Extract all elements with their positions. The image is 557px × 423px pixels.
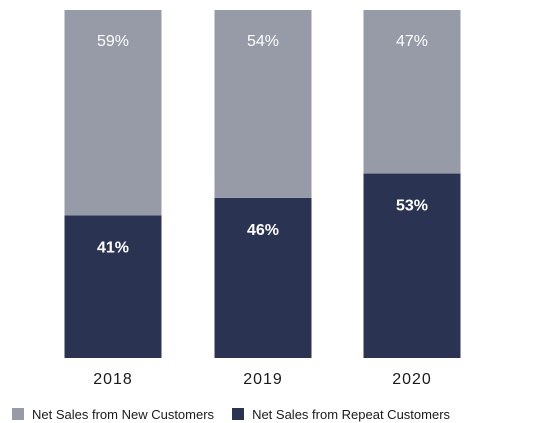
data-label-new-2019: 54% <box>247 33 279 50</box>
legend-item-repeat-customers: Net Sales from Repeat Customers <box>232 407 450 422</box>
data-label-repeat-2018: 41% <box>97 239 129 256</box>
x-tick-label-2020: 2020 <box>392 371 432 388</box>
bar-new-2020 <box>363 10 461 174</box>
legend: Net Sales from New Customers Net Sales f… <box>12 405 450 423</box>
legend-swatch-repeat-customers <box>232 408 245 420</box>
x-tick-label-2019: 2019 <box>243 371 283 388</box>
legend-item-new-customers: Net Sales from New Customers <box>12 407 214 422</box>
x-tick-label-2018: 2018 <box>93 371 133 388</box>
data-label-new-2018: 59% <box>97 33 129 50</box>
bar-repeat-2018 <box>64 215 162 358</box>
legend-label-repeat-customers: Net Sales from Repeat Customers <box>252 406 451 422</box>
bar-repeat-2020 <box>363 173 461 358</box>
bar-new-2019 <box>214 10 312 198</box>
data-label-repeat-2019: 46% <box>247 222 279 239</box>
bar-new-2018 <box>64 10 162 216</box>
data-label-new-2020: 47% <box>396 33 428 50</box>
data-label-repeat-2020: 53% <box>396 198 428 215</box>
legend-swatch-new-customers <box>12 408 24 420</box>
legend-label-new-customers: Net Sales from New Customers <box>32 406 215 422</box>
bar-repeat-2019 <box>214 197 312 358</box>
